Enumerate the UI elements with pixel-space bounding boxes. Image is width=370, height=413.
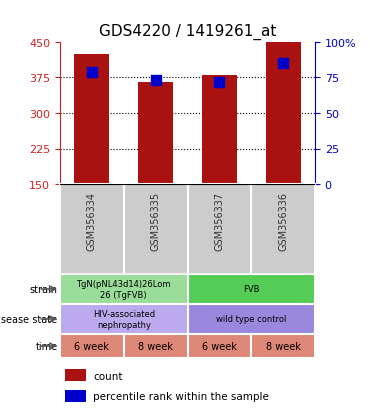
Title: GDS4220 / 1419261_at: GDS4220 / 1419261_at (99, 24, 276, 40)
Text: GSM356336: GSM356336 (278, 192, 288, 251)
Text: 8 week: 8 week (138, 341, 173, 351)
Bar (60, 334, 124, 358)
Bar (138, 83, 173, 185)
Point (280, 61, 286, 67)
Bar (188, 185, 251, 274)
Text: GSM356335: GSM356335 (151, 192, 161, 251)
Bar (74, 55, 110, 185)
Bar (124, 334, 188, 358)
Text: disease state: disease state (0, 314, 57, 324)
Text: GSM356337: GSM356337 (214, 192, 224, 251)
Bar (124, 185, 188, 274)
Bar (60, 185, 124, 274)
Point (153, 78, 159, 84)
Text: 6 week: 6 week (202, 341, 237, 351)
Text: 8 week: 8 week (266, 341, 300, 351)
Bar (60, 274, 188, 304)
Bar (251, 334, 315, 358)
Point (89, 69, 95, 76)
Text: FVB: FVB (243, 285, 259, 294)
Text: TgN(pNL43d14)26Lom
26 (TgFVB): TgN(pNL43d14)26Lom 26 (TgFVB) (77, 280, 171, 299)
Bar (65, 369, 85, 381)
Text: percentile rank within the sample: percentile rank within the sample (93, 392, 269, 401)
Text: GSM356334: GSM356334 (87, 192, 97, 251)
Bar (188, 274, 315, 304)
Text: HIV-associated
nephropathy: HIV-associated nephropathy (93, 310, 155, 329)
Bar (251, 185, 315, 274)
Bar (266, 0, 301, 185)
Bar (202, 76, 237, 185)
Text: time: time (35, 341, 57, 351)
Text: 6 week: 6 week (74, 341, 109, 351)
Text: count: count (93, 371, 122, 381)
Bar (188, 304, 315, 334)
Bar (60, 304, 188, 334)
Bar (188, 334, 251, 358)
Bar (65, 390, 85, 402)
Text: strain: strain (30, 284, 57, 294)
Text: wild type control: wild type control (216, 315, 286, 324)
Point (216, 79, 222, 86)
